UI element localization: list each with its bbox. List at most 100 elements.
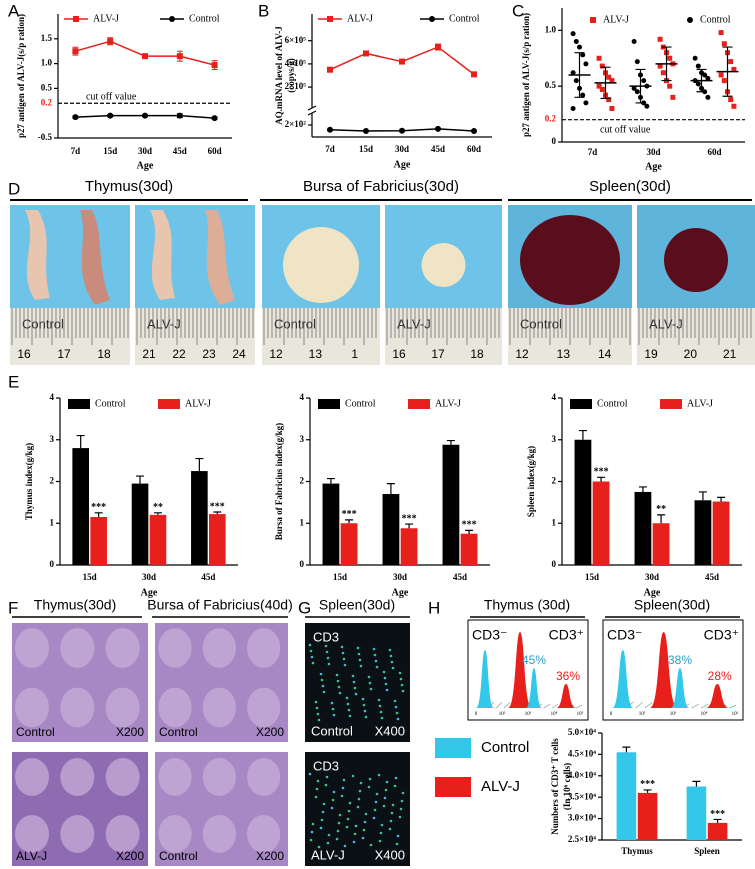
marker	[728, 97, 734, 103]
cell	[324, 644, 328, 648]
cell	[314, 700, 318, 704]
ruler-number: 12	[269, 347, 283, 361]
cell	[401, 689, 405, 693]
x-tick-label: 30d	[393, 572, 407, 582]
image-label: Control	[311, 723, 353, 738]
significance: ***	[462, 520, 477, 531]
photo-label: Control	[274, 316, 316, 331]
cell	[331, 798, 335, 802]
cell	[319, 672, 323, 676]
y-tick-label: 3	[552, 434, 557, 444]
bar	[592, 481, 610, 565]
cell	[309, 838, 313, 842]
tissue	[105, 687, 140, 728]
error-bar	[153, 512, 162, 515]
y-tick-label: 5.0×10⁴	[568, 727, 596, 737]
cell	[396, 834, 400, 838]
bar	[90, 516, 107, 565]
x-axis-label: Age	[137, 160, 154, 171]
x-tick-label: 15d	[359, 144, 373, 154]
sd-bar	[574, 52, 585, 98]
significance: **	[656, 504, 666, 515]
hatch	[691, 703, 699, 709]
group-title: Spleen(30d)	[589, 178, 671, 195]
y-tick-label: 2	[50, 476, 55, 486]
bar	[574, 439, 592, 565]
marker	[657, 36, 663, 42]
cell	[340, 794, 344, 798]
x-axis-label: Age	[644, 587, 661, 598]
marker	[176, 53, 183, 60]
legend-label: ALV-J	[93, 13, 119, 24]
panel-letter: A	[8, 1, 20, 20]
bar	[712, 501, 730, 565]
cell	[342, 778, 346, 782]
flow-peak	[556, 684, 576, 708]
panel-letter: F	[8, 598, 18, 617]
tissue	[247, 815, 281, 853]
error-bar	[326, 477, 335, 484]
marker	[573, 78, 579, 84]
y-axis-label: Numbers of CD3⁺ T cells	[550, 738, 560, 835]
magnification: X400	[375, 847, 405, 862]
x-tick-label: 30d	[645, 572, 659, 582]
cell	[348, 714, 352, 718]
y-tick-label: 4	[552, 392, 557, 402]
cell	[364, 715, 368, 719]
x-axis-label: Age	[392, 587, 409, 598]
cell	[330, 701, 334, 705]
error-bar	[213, 511, 222, 515]
legend-label: ALV-J	[347, 13, 373, 24]
y-axis-label: (In 10⁶ cells)	[562, 763, 572, 810]
y-tick-label: 0.5	[41, 82, 53, 92]
error-bar	[698, 491, 707, 501]
organ	[25, 210, 50, 300]
cell	[382, 804, 386, 808]
cell	[379, 831, 383, 835]
cell	[391, 803, 395, 807]
error-bar	[446, 439, 455, 445]
sd-bar	[600, 66, 611, 100]
cell	[391, 666, 395, 670]
cell	[322, 802, 326, 806]
marker	[573, 39, 579, 44]
percent-label: 28%	[708, 669, 732, 683]
panel-letter: B	[258, 1, 269, 20]
tissue	[158, 628, 192, 668]
cell	[346, 817, 350, 821]
tissue	[202, 815, 236, 853]
cell	[315, 787, 319, 791]
tissue	[158, 815, 192, 853]
cell	[316, 712, 320, 716]
organ	[150, 210, 175, 300]
ruler-number: 21	[142, 347, 156, 361]
marker	[107, 112, 114, 119]
x-tick-label: 30d	[138, 146, 152, 156]
sd-bar	[635, 68, 646, 104]
photo-label: ALV-J	[649, 316, 683, 331]
cell	[322, 690, 326, 694]
marker	[590, 17, 596, 23]
marker	[705, 75, 711, 81]
marker	[596, 55, 602, 61]
legend-label: Control	[700, 14, 731, 25]
cell	[375, 792, 379, 796]
error-bar	[136, 475, 145, 484]
image-label: Control	[159, 725, 198, 739]
significance: ***	[710, 809, 725, 820]
cell	[326, 841, 330, 845]
bar	[652, 523, 670, 565]
cell	[347, 708, 351, 712]
marker	[142, 112, 148, 119]
marker	[660, 70, 666, 76]
cell	[369, 843, 373, 847]
tissue	[247, 687, 281, 728]
marker	[107, 38, 114, 45]
marker	[399, 127, 405, 134]
panel-title: Spleen(30d)	[319, 597, 395, 613]
legend-label: Control	[481, 739, 529, 756]
legend-label: ALV-J	[185, 398, 211, 409]
marker	[657, 63, 663, 69]
y-tick-label: 6×10⁵	[285, 35, 307, 45]
flow-axis-label: 10²	[639, 711, 646, 717]
